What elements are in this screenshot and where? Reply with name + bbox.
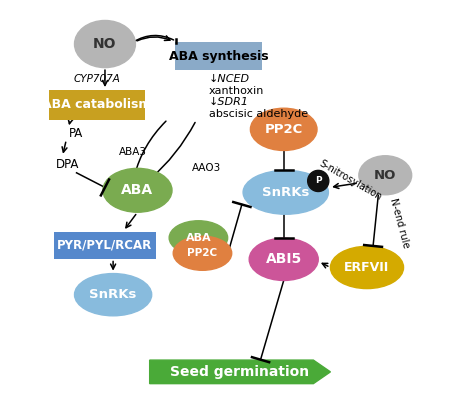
Text: PA: PA bbox=[68, 127, 82, 140]
Text: ↓SDR1: ↓SDR1 bbox=[209, 97, 248, 107]
Ellipse shape bbox=[243, 171, 328, 214]
Text: N-end rule: N-end rule bbox=[388, 197, 411, 249]
Ellipse shape bbox=[74, 20, 136, 67]
Ellipse shape bbox=[74, 274, 152, 316]
Text: ABI5: ABI5 bbox=[265, 252, 302, 266]
Text: PP2C: PP2C bbox=[187, 248, 218, 258]
Text: P: P bbox=[315, 176, 321, 185]
Ellipse shape bbox=[330, 246, 403, 289]
Ellipse shape bbox=[169, 221, 228, 255]
Text: S-nitrosylation: S-nitrosylation bbox=[317, 158, 383, 202]
Text: ↓NCED: ↓NCED bbox=[209, 74, 250, 84]
Text: DPA: DPA bbox=[56, 158, 80, 171]
Ellipse shape bbox=[250, 108, 317, 151]
FancyBboxPatch shape bbox=[175, 43, 263, 70]
Text: ABA: ABA bbox=[121, 183, 154, 197]
Text: SnRKs: SnRKs bbox=[262, 186, 310, 199]
Text: NO: NO bbox=[93, 37, 117, 51]
Text: AAO3: AAO3 bbox=[192, 163, 221, 173]
Text: PYR/PYL/RCAR: PYR/PYL/RCAR bbox=[57, 238, 153, 252]
FancyBboxPatch shape bbox=[54, 232, 156, 258]
FancyBboxPatch shape bbox=[49, 90, 145, 119]
Text: SnRKs: SnRKs bbox=[90, 288, 137, 301]
Text: ABA synthesis: ABA synthesis bbox=[169, 50, 269, 63]
Text: NO: NO bbox=[374, 169, 396, 182]
Text: ABA3: ABA3 bbox=[119, 147, 147, 157]
Text: ABA: ABA bbox=[186, 233, 211, 243]
Circle shape bbox=[308, 171, 329, 191]
Ellipse shape bbox=[173, 236, 232, 270]
Text: ERFVII: ERFVII bbox=[345, 261, 390, 274]
Text: ABA catabolism: ABA catabolism bbox=[42, 99, 152, 112]
Ellipse shape bbox=[249, 238, 318, 281]
Text: xanthoxin: xanthoxin bbox=[209, 86, 264, 96]
Ellipse shape bbox=[103, 169, 172, 212]
Ellipse shape bbox=[359, 156, 412, 195]
Text: PP2C: PP2C bbox=[264, 123, 303, 136]
Text: Seed germination: Seed germination bbox=[171, 365, 310, 379]
Text: abscisic aldehyde: abscisic aldehyde bbox=[209, 108, 308, 119]
Text: CYP707A: CYP707A bbox=[73, 74, 120, 83]
FancyArrow shape bbox=[150, 360, 330, 384]
